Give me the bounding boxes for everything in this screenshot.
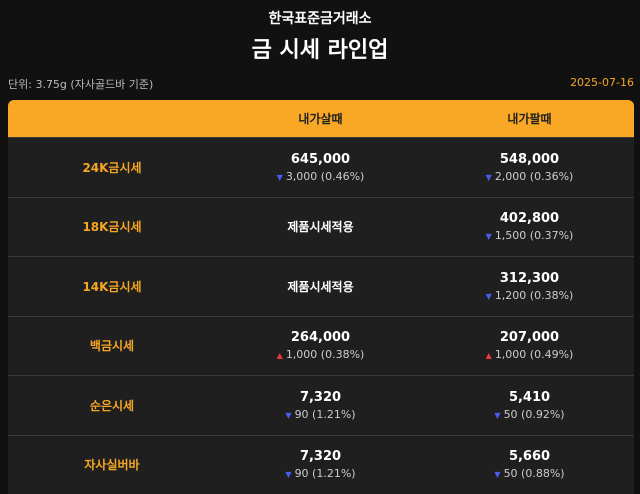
table-row: 자사실버바 7,320 ▼ 90 (1.21%) 5,660 ▼ 50 (0.88%) [8, 434, 634, 494]
table-row: 백금시세 264,000 ▲ 1,000 (0.38%) 207,000 ▲ 1,000 (… [8, 315, 634, 376]
price: 207,000 [499, 330, 560, 346]
change-text: 90 (1.21%) [294, 407, 356, 421]
change-text: 50 (0.88%) [503, 467, 565, 481]
price-cell: 7,320 ▼ 90 (1.21%) [216, 390, 425, 421]
change-text: 1,000 (0.49%) [494, 348, 574, 362]
price: 5,660 [508, 449, 551, 465]
change: ▼ 90 (1.21%) [216, 408, 425, 421]
change: ▼ 90 (1.21%) [216, 467, 425, 480]
price-cell: 402,800 ▼ 1,500 (0.37%) [425, 211, 634, 242]
unit-note: 단위: 3.75g (자사골드바 기준) [8, 78, 154, 91]
change-text: 1,200 (0.38%) [494, 288, 574, 302]
price-cell: 제품시세적용 [216, 218, 425, 235]
change-arrow: ▼ [285, 470, 292, 480]
price-table: 내가살때 내가팔때 24K금시세 645,000 ▼ 3,000 (0.46%) 548,0… [8, 100, 634, 494]
change-arrow: ▼ [485, 232, 492, 242]
table-row: 14K금시세 제품시세적용 312,300 ▼ 1,200 (0.38%) [8, 256, 634, 316]
row-label: 백금시세 [89, 339, 135, 354]
change-arrow: ▼ [485, 172, 492, 182]
row-label: 24K금시세 [82, 160, 142, 175]
price: 264,000 [290, 330, 351, 346]
change: ▼ 50 (0.92%) [425, 408, 634, 421]
change-arrow: ▼ [494, 470, 501, 480]
change: ▼ 2,000 (0.36%) [425, 170, 634, 183]
price-note: 제품시세적용 [287, 220, 354, 235]
price-cell: 7,320 ▼ 90 (1.21%) [216, 449, 425, 480]
column-header: 내가팔때 [507, 112, 552, 126]
change-arrow: ▼ [285, 410, 292, 420]
brand: 한국표준금거래소 [268, 11, 372, 27]
price-cell: 제품시세적용 [216, 278, 425, 295]
change: ▼ 50 (0.88%) [425, 467, 634, 480]
change-text: 2,000 (0.36%) [494, 169, 574, 183]
change-text: 90 (1.21%) [294, 467, 356, 481]
price-cell: 207,000 ▲ 1,000 (0.49%) [425, 330, 634, 361]
change-text: 3,000 (0.46%) [285, 169, 365, 183]
price: 645,000 [290, 151, 351, 167]
table-row: 순은시세 7,320 ▼ 90 (1.21%) 5,410 ▼ 50 (0.92%) [8, 375, 634, 435]
change: ▲ 1,000 (0.49%) [425, 348, 634, 361]
price-cell: 645,000 ▼ 3,000 (0.46%) [216, 152, 425, 183]
row-label: 14K금시세 [82, 279, 142, 294]
change-arrow: ▲ [276, 351, 283, 361]
price-cell: 548,000 ▼ 2,000 (0.36%) [425, 152, 634, 183]
price: 7,320 [299, 389, 342, 405]
change-text: 1,000 (0.38%) [285, 348, 365, 362]
change: ▼ 1,200 (0.38%) [425, 289, 634, 302]
price: 5,410 [508, 389, 551, 405]
date: 2025-07-16 [570, 76, 634, 89]
row-label: 순은시세 [89, 398, 135, 413]
price: 548,000 [499, 151, 560, 167]
change: ▲ 1,000 (0.38%) [216, 348, 425, 361]
price-cell: 5,660 ▼ 50 (0.88%) [425, 449, 634, 480]
change-arrow: ▼ [276, 172, 283, 182]
change-arrow: ▼ [485, 291, 492, 301]
price-cell: 5,410 ▼ 50 (0.92%) [425, 390, 634, 421]
change-text: 1,500 (0.37%) [494, 229, 574, 243]
change-arrow: ▼ [494, 410, 501, 420]
change: ▼ 1,500 (0.37%) [425, 229, 634, 242]
column-header: 내가살때 [298, 112, 343, 126]
header-row: 내가살때 내가팔때 [8, 100, 634, 137]
row-label: 18K금시세 [82, 220, 142, 235]
price: 402,800 [499, 211, 560, 227]
row-label: 자사실버바 [84, 458, 140, 473]
page-title: 금 시세 라인업 [251, 38, 389, 63]
table-row: 18K금시세 제품시세적용 402,800 ▼ 1,500 (0.37%) [8, 196, 634, 257]
price: 7,320 [299, 449, 342, 465]
change: ▼ 3,000 (0.46%) [216, 170, 425, 183]
price-note: 제품시세적용 [287, 279, 354, 294]
change-text: 50 (0.92%) [503, 407, 565, 421]
price-cell: 312,300 ▼ 1,200 (0.38%) [425, 271, 634, 302]
price-cell: 264,000 ▲ 1,000 (0.38%) [216, 330, 425, 361]
change-arrow: ▲ [485, 351, 492, 361]
price: 312,300 [499, 270, 560, 286]
table-row: 24K금시세 645,000 ▼ 3,000 (0.46%) 548,000 ▼ 2,000… [8, 137, 634, 197]
